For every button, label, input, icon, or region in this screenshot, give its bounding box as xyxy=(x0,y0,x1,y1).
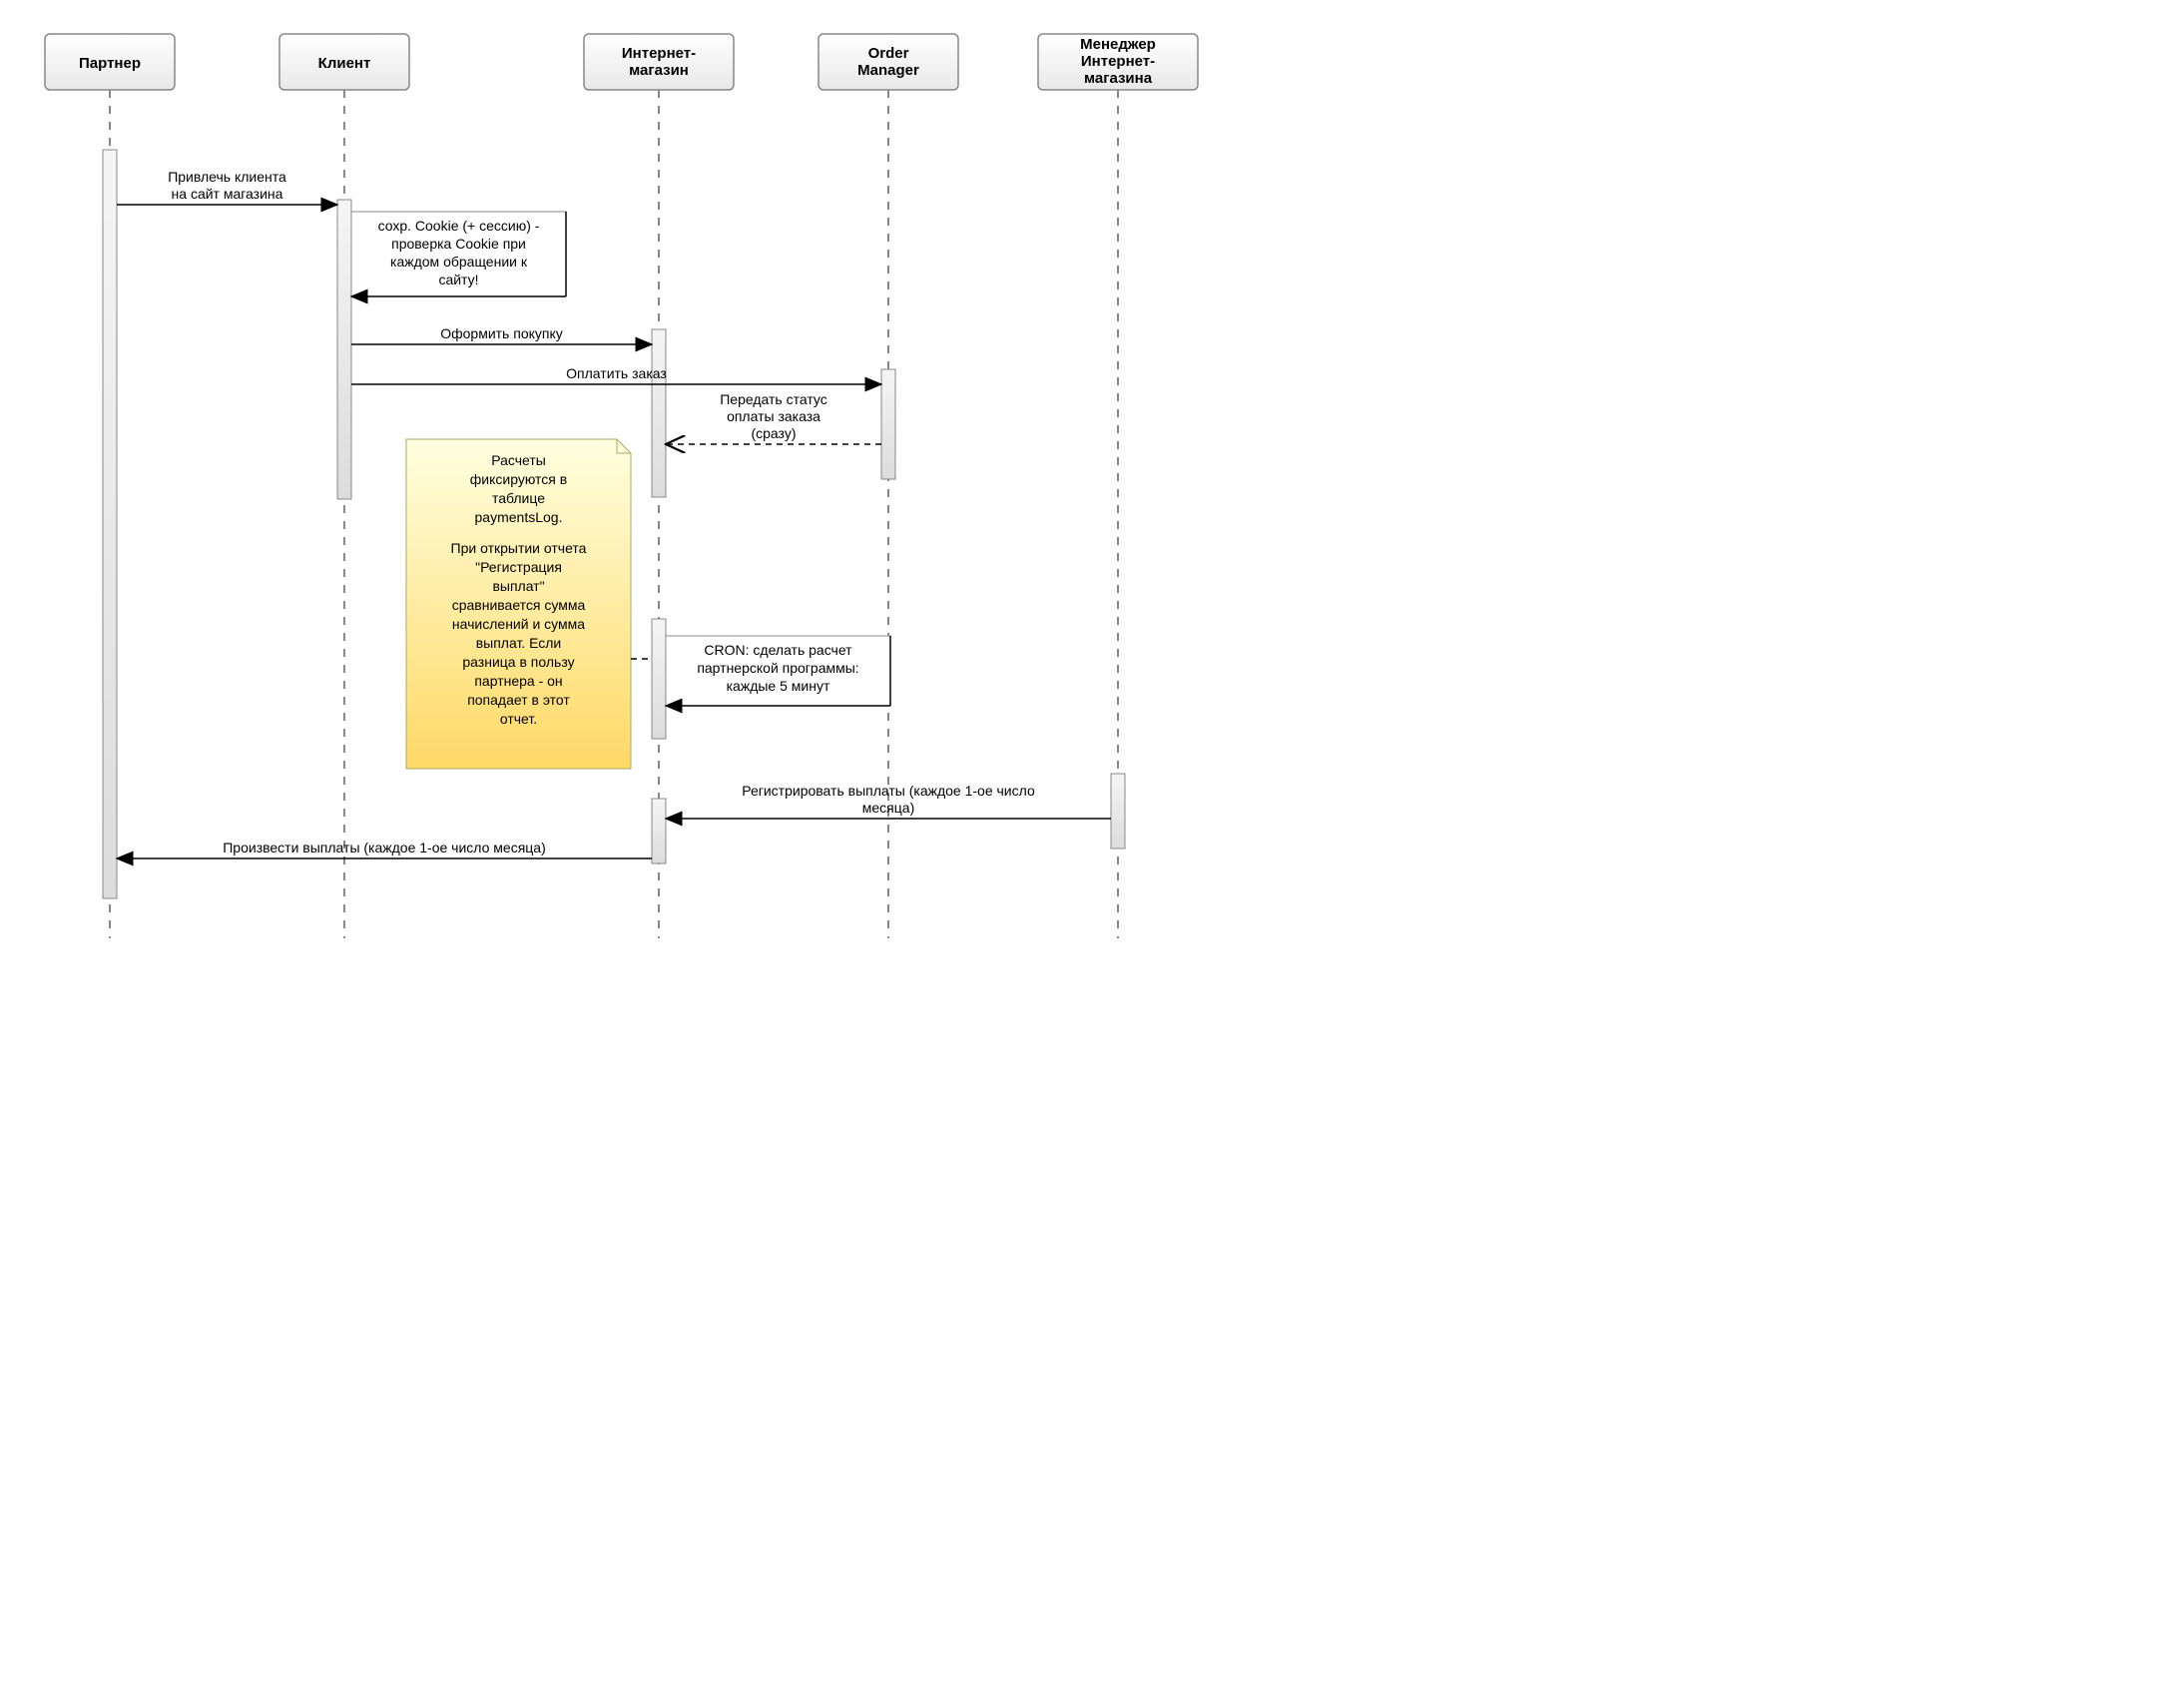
svg-text:Оформить покупку: Оформить покупку xyxy=(440,325,563,341)
svg-text:таблице: таблице xyxy=(492,490,545,506)
svg-text:партнера - он: партнера - он xyxy=(474,673,562,689)
svg-text:Order: Order xyxy=(868,45,909,62)
svg-text:на сайт магазина: на сайт магазина xyxy=(172,186,283,202)
svg-text:выплат. Если: выплат. Если xyxy=(476,635,562,651)
svg-text:начислений и сумма: начислений и сумма xyxy=(452,616,585,632)
svg-text:При открытии отчета: При открытии отчета xyxy=(451,540,587,556)
svg-text:сохр. Cookie (+ сессию) -: сохр. Cookie (+ сессию) - xyxy=(378,218,540,234)
svg-text:магазин: магазин xyxy=(629,62,689,79)
svg-text:проверка Cookie при: проверка Cookie при xyxy=(391,236,526,252)
svg-text:Интернет-: Интернет- xyxy=(1081,53,1155,70)
activation-manager-6 xyxy=(1111,774,1125,849)
svg-text:партнерской программы:: партнерской программы: xyxy=(697,660,858,676)
svg-text:Привлечь клиента: Привлечь клиента xyxy=(168,169,286,185)
activation-order-3 xyxy=(881,369,895,479)
svg-text:Расчеты: Расчеты xyxy=(491,452,546,468)
activation-shop-4 xyxy=(652,619,666,739)
svg-text:Оплатить заказ: Оплатить заказ xyxy=(566,365,667,381)
svg-text:магазина: магазина xyxy=(1084,70,1153,87)
svg-text:сравнивается сумма: сравнивается сумма xyxy=(452,597,586,613)
activation-partner-0 xyxy=(103,150,117,898)
svg-text:Регистрировать выплаты (каждое: Регистрировать выплаты (каждое 1-ое числ… xyxy=(742,783,1035,799)
svg-text:Произвести выплаты (каждое 1-о: Произвести выплаты (каждое 1-ое число ме… xyxy=(223,840,546,855)
svg-text:каждом обращении к: каждом обращении к xyxy=(390,254,528,270)
svg-text:Интернет-: Интернет- xyxy=(622,45,696,62)
svg-text:paymentsLog.: paymentsLog. xyxy=(475,509,563,525)
activation-shop-5 xyxy=(652,799,666,863)
svg-text:оплаты заказа: оплаты заказа xyxy=(727,408,820,424)
svg-text:сайту!: сайту! xyxy=(438,272,478,287)
svg-text:Передать статус: Передать статус xyxy=(720,391,827,407)
svg-text:разница в пользу: разница в пользу xyxy=(462,654,574,670)
svg-text:CRON: сделать расчет: CRON: сделать расчет xyxy=(704,642,852,658)
activation-client-1 xyxy=(337,200,351,499)
svg-text:выплат": выплат" xyxy=(492,578,544,594)
svg-text:Клиент: Клиент xyxy=(318,55,371,72)
svg-text:попадает в этот: попадает в этот xyxy=(467,692,570,708)
svg-text:Партнер: Партнер xyxy=(79,55,141,72)
svg-text:(сразу): (сразу) xyxy=(751,425,796,441)
svg-text:фиксируются в: фиксируются в xyxy=(470,471,567,487)
svg-text:"Регистрация: "Регистрация xyxy=(475,559,562,575)
svg-text:отчет.: отчет. xyxy=(500,711,537,727)
svg-text:месяца): месяца) xyxy=(862,800,914,816)
sequence-diagram: Расчеты фиксируются в таблице paymentsLog. П… xyxy=(20,20,1218,968)
svg-text:каждые 5 минут: каждые 5 минут xyxy=(727,678,830,694)
svg-text:Менеджер: Менеджер xyxy=(1080,36,1156,53)
activation-shop-2 xyxy=(652,329,666,497)
svg-text:Manager: Manager xyxy=(857,62,919,79)
